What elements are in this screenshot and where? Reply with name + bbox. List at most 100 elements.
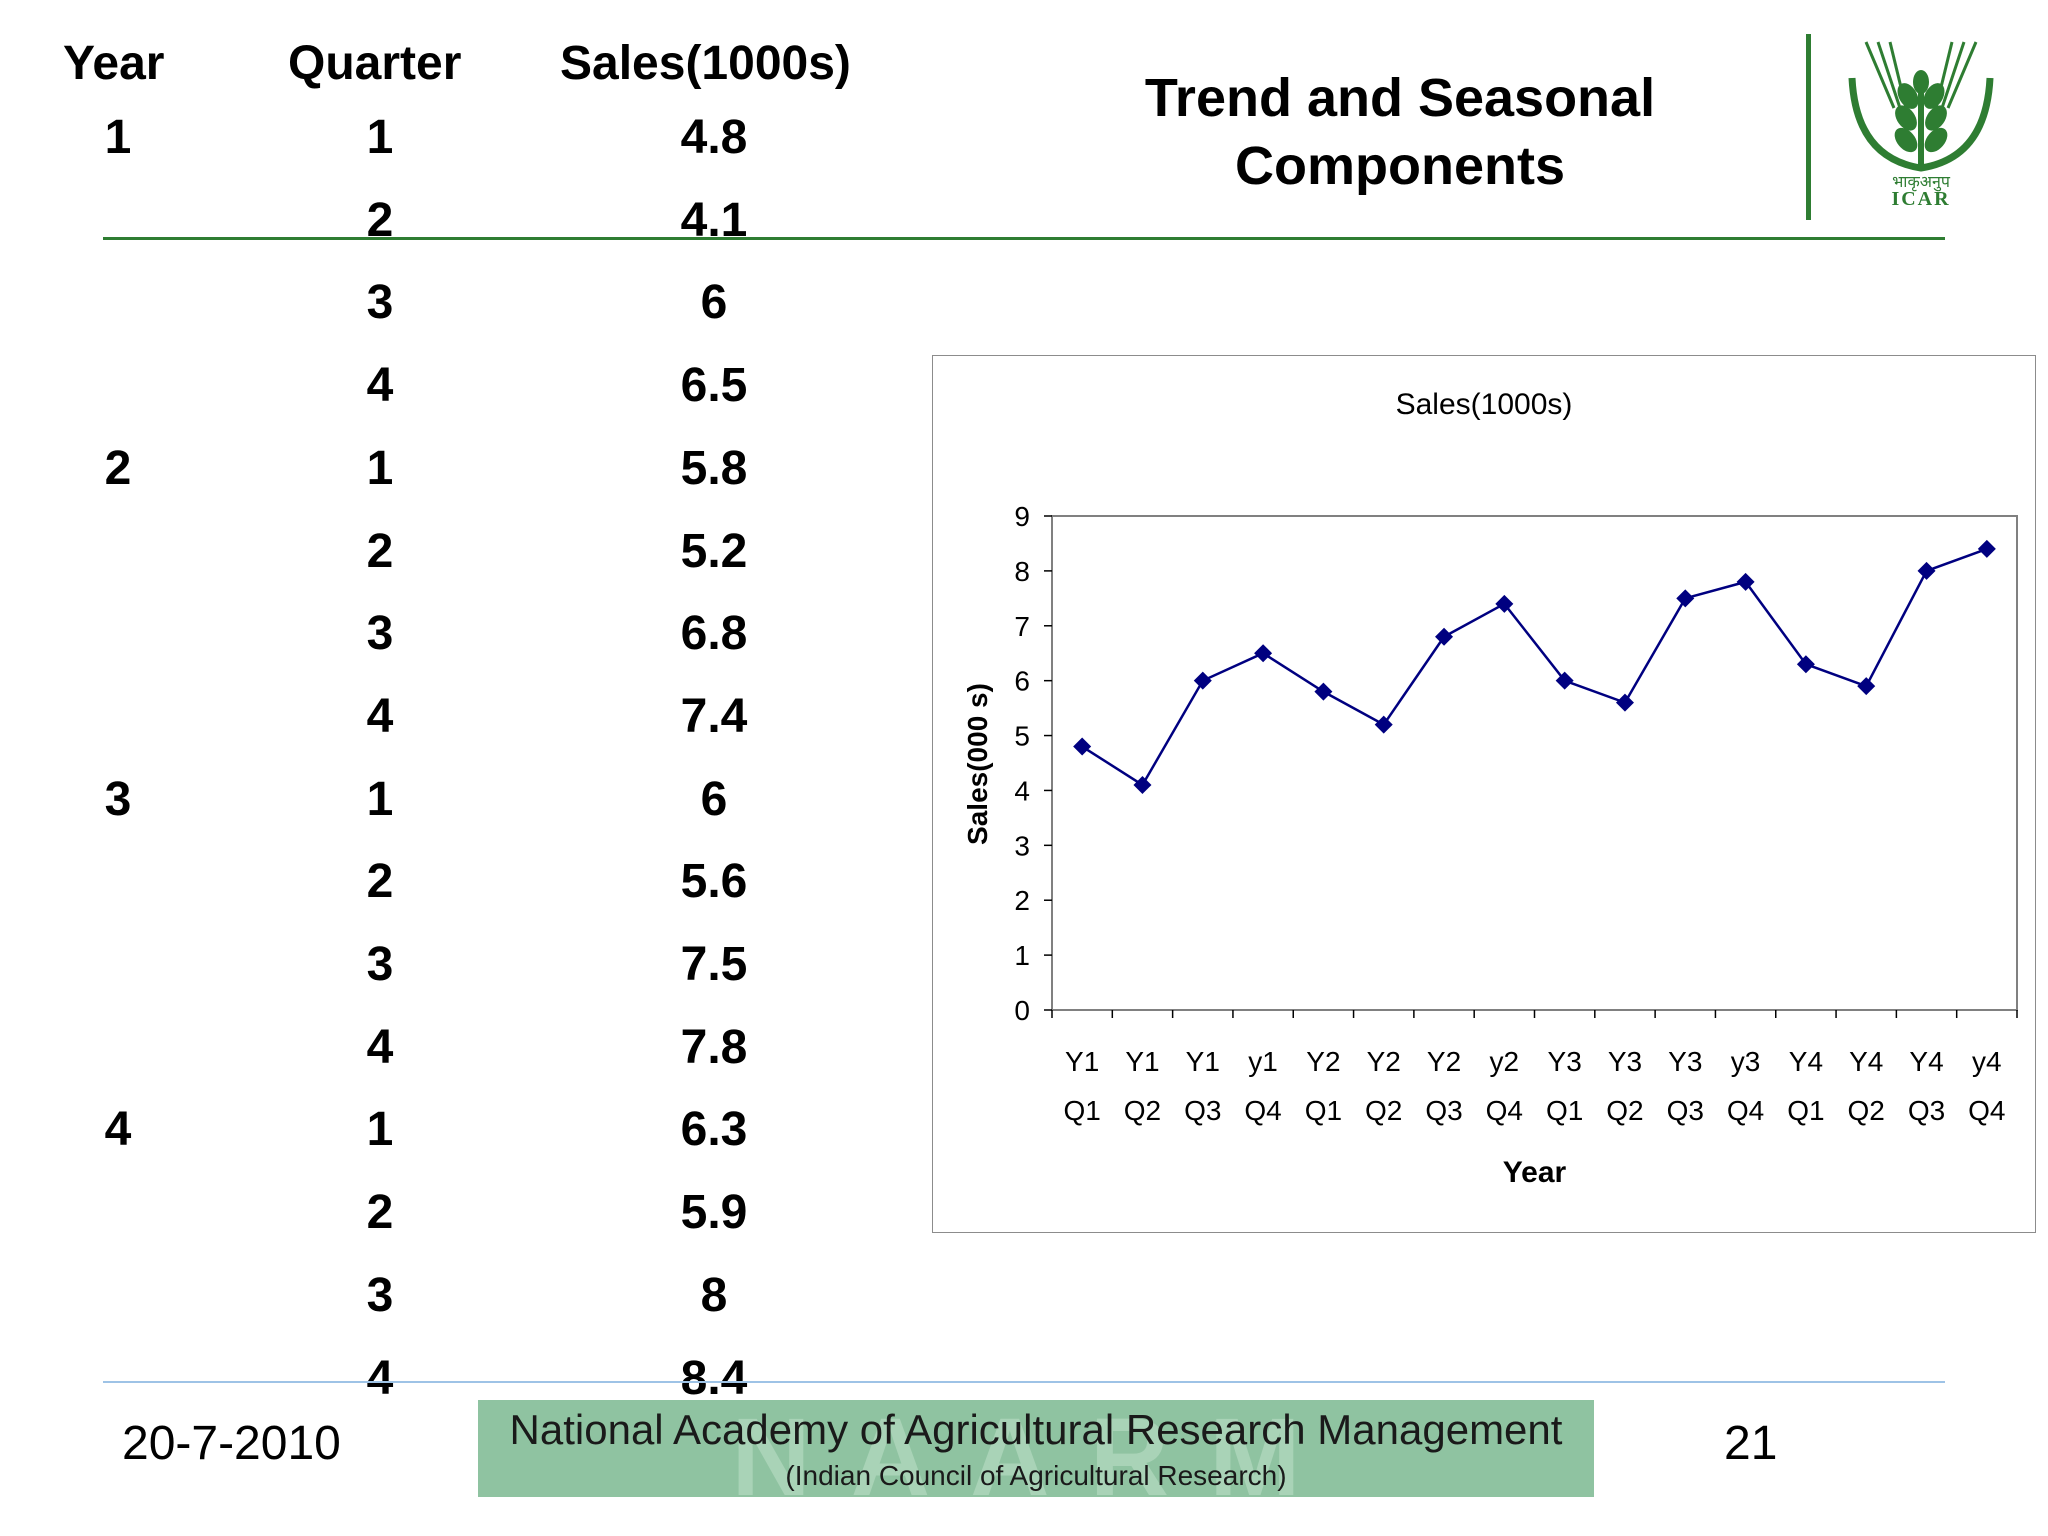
slide-date: 20-7-2010	[122, 1417, 341, 1470]
data-point	[1254, 644, 1273, 663]
cell-quarter: 1	[366, 1103, 394, 1157]
x-tick-label-year: Y3	[1668, 1046, 1702, 1077]
cell-sales: 5.9	[680, 1186, 748, 1240]
x-tick-label-year: Y1	[1186, 1046, 1220, 1077]
cell-quarter: 2	[366, 524, 394, 578]
y-tick-label: 3	[1014, 830, 1030, 861]
x-tick-label-year: Y1	[1125, 1046, 1159, 1077]
x-tick-label-year: y1	[1248, 1046, 1278, 1077]
cell-quarter: 3	[366, 1268, 394, 1322]
x-tick-label-year: Y2	[1306, 1046, 1340, 1077]
cell-quarter: 4	[366, 1020, 394, 1074]
x-tick-label-quarter: Q3	[1667, 1095, 1704, 1126]
header-quarter: Quarter	[288, 37, 462, 90]
cell-quarter: 1	[366, 111, 394, 164]
x-tick-label-quarter: Q4	[1968, 1095, 2005, 1126]
y-tick-label: 2	[1014, 885, 1030, 916]
banner-title: National Academy of Agricultural Researc…	[509, 1406, 1563, 1453]
x-tick-label-year: y2	[1490, 1046, 1520, 1077]
data-point	[1073, 737, 1092, 756]
data-point	[1917, 561, 1936, 580]
x-tick-label-year: Y2	[1427, 1046, 1461, 1077]
x-tick-label-quarter: Q2	[1848, 1095, 1885, 1126]
cell-sales: 7.4	[680, 689, 748, 743]
chart-frame: Sales(1000s) Sales(000 s) Year 0 1 2 3 4 5 6 7 8 9 Y1…	[932, 355, 2036, 1233]
cell-quarter: 1	[366, 441, 394, 495]
x-tick-label-quarter: Q3	[1184, 1095, 1221, 1126]
y-axis-label: Sales(000 s)	[962, 683, 993, 845]
x-tick-label-quarter: Q4	[1486, 1095, 1523, 1126]
x-tick-label-year: Y4	[1789, 1046, 1823, 1077]
series-line	[1081, 547, 1988, 787]
cell-quarter: 1	[366, 772, 394, 826]
cell-quarter: 4	[366, 689, 394, 743]
cell-sales: 7.8	[680, 1020, 748, 1074]
y-tick-label: 5	[1014, 721, 1030, 752]
slide-title: Trend and Seasonal Components	[1144, 68, 1656, 196]
cell-sales: 5.6	[680, 855, 748, 909]
x-tick-label-quarter: Q2	[1124, 1095, 1161, 1126]
cell-quarter: 4	[366, 359, 394, 413]
data-point	[1796, 655, 1815, 674]
y-tick-label: 8	[1014, 556, 1030, 587]
x-tick-label-quarter: Q4	[1727, 1095, 1764, 1126]
cell-sales: 6.8	[680, 607, 748, 661]
x-tick-label-quarter: Q1	[1787, 1095, 1824, 1126]
x-axis-label: Year	[1503, 1156, 1567, 1189]
banner-watermark: NAARM	[731, 1400, 1341, 1497]
sales-line-chart: Sales(1000s) Sales(000 s) Year 0 1 2 3 4 5 6 7 8 9 Y1…	[962, 388, 2018, 1189]
y-tick-label: 6	[1014, 666, 1030, 697]
x-tick-label-year: Y4	[1909, 1046, 1943, 1077]
chart-title: Sales(1000s)	[1396, 388, 1573, 421]
cell-sales: 8	[700, 1268, 728, 1322]
banner-subtitle: (Indian Council of Agricultural Research…	[785, 1460, 1287, 1491]
x-tick-label-quarter: Q3	[1425, 1095, 1462, 1126]
data-point	[1133, 775, 1152, 794]
cell-quarter: 3	[366, 276, 394, 330]
header-sales: Sales(1000s)	[560, 37, 851, 90]
x-tick-label-year: y3	[1731, 1046, 1761, 1077]
cell-sales: 6	[700, 276, 728, 330]
x-tick-label-quarter: Q1	[1063, 1095, 1100, 1126]
header-year: Year	[63, 37, 165, 90]
y-tick-label: 4	[1014, 775, 1030, 806]
data-point	[1435, 627, 1454, 646]
cell-quarter: 4	[366, 1351, 394, 1405]
logo-hindi-text: भाकृअनुप	[1892, 172, 1950, 191]
data-point	[1736, 572, 1755, 591]
cell-sales: 6.5	[680, 359, 748, 413]
naarm-banner: NAARM National Academy of Agricultural R…	[478, 1400, 1594, 1497]
cell-sales: 7.5	[680, 938, 748, 991]
cell-quarter: 2	[366, 1186, 394, 1240]
cell-sales: 4.8	[680, 111, 748, 164]
cell-quarter: 3	[366, 607, 394, 661]
data-point	[1374, 715, 1393, 734]
cell-year: 1	[104, 111, 132, 164]
x-tick-label-year: Y2	[1367, 1046, 1401, 1077]
data-point	[1676, 589, 1695, 608]
logo-text: ICAR	[1891, 188, 1951, 210]
y-tick-label: 7	[1014, 611, 1030, 642]
y-tick-label: 0	[1014, 995, 1030, 1026]
cell-sales: 8.4	[680, 1351, 748, 1405]
icar-logo: भाकृअनुप ICAR	[1836, 38, 2006, 214]
x-tick-label-year: Y4	[1849, 1046, 1883, 1077]
header-divider	[103, 237, 1945, 240]
y-tick-label: 1	[1014, 940, 1030, 971]
x-tick-label-quarter: Q1	[1546, 1095, 1583, 1126]
cell-sales: 5.2	[680, 524, 748, 578]
data-point	[1615, 693, 1634, 712]
cell-year: 3	[104, 772, 132, 826]
wheat-icon	[1848, 41, 1994, 172]
x-tick-label-quarter: Q4	[1244, 1095, 1281, 1126]
cell-quarter: 2	[366, 855, 394, 909]
cell-sales: 6	[700, 772, 728, 826]
data-point	[1555, 671, 1574, 690]
page-number: 21	[1724, 1417, 1778, 1470]
cell-quarter: 3	[366, 938, 394, 991]
cell-sales: 6.3	[680, 1103, 748, 1157]
data-point	[1977, 539, 1996, 558]
data-point	[1314, 682, 1333, 701]
cell-year: 4	[104, 1103, 132, 1157]
cell-year: 2	[104, 441, 132, 495]
